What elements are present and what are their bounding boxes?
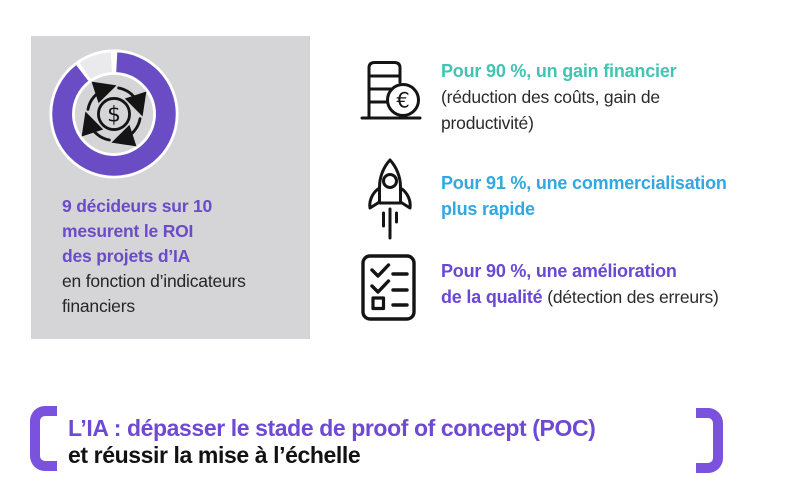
svg-text:$: $ — [107, 103, 121, 128]
footer-title-line1: L’IA : dépasser le stade de proof of con… — [68, 415, 596, 441]
footer-title: L’IA : dépasser le stade de proof of con… — [68, 415, 596, 469]
quality-title-line: Pour 90 %, une amélioration — [441, 261, 677, 281]
donut-chart: $ — [48, 48, 180, 180]
donut-chart-svg: $ — [49, 49, 179, 179]
roi-stat-panel: $ 9 décideurs sur 10 mesurent le ROI des… — [31, 36, 310, 339]
checklist-icon — [358, 253, 419, 323]
roi-stat-text: 9 décideurs sur 10 mesurent le ROI des p… — [62, 194, 246, 319]
left-bracket-icon — [30, 406, 57, 471]
financial-gain-title: Pour 90 %, un gain financier — [441, 61, 677, 81]
right-bracket-icon — [696, 408, 723, 473]
stat-body-line: financiers — [62, 296, 135, 316]
quality-item: Pour 90 %, une amélioration de la qualit… — [441, 258, 719, 310]
quality-title-line2: de la qualité (détection des erreurs) — [441, 284, 719, 310]
commercialisation-title-line: Pour 91 %, une commercialisation — [441, 173, 727, 193]
commercialisation-item: Pour 91 %, une commercialisation plus ra… — [441, 170, 727, 222]
financial-gain-note-line: (réduction des coûts, gain de — [441, 87, 660, 107]
financial-gain-note-line: productivité) — [441, 113, 534, 133]
stat-body-line: en fonction d’indicateurs — [62, 271, 246, 291]
commercialisation-title-line: plus rapide — [441, 199, 535, 219]
stat-heading-line: 9 décideurs sur 10 — [62, 196, 213, 216]
quality-note-inline: (détection des erreurs) — [547, 287, 719, 307]
stat-heading-line: mesurent le ROI — [62, 221, 194, 241]
rocket-icon — [362, 156, 418, 242]
quality-title-bold: de la qualité — [441, 287, 548, 307]
financial-gain-item: Pour 90 %, un gain financier (réduction … — [441, 58, 677, 136]
coins-euro-icon: € — [357, 56, 423, 124]
stat-heading-line: des projets d’IA — [62, 246, 191, 266]
svg-text:€: € — [396, 89, 409, 113]
dollar-cycle-icon: $ — [81, 81, 147, 147]
footer-title-line2: et réussir la mise à l’échelle — [68, 442, 361, 468]
